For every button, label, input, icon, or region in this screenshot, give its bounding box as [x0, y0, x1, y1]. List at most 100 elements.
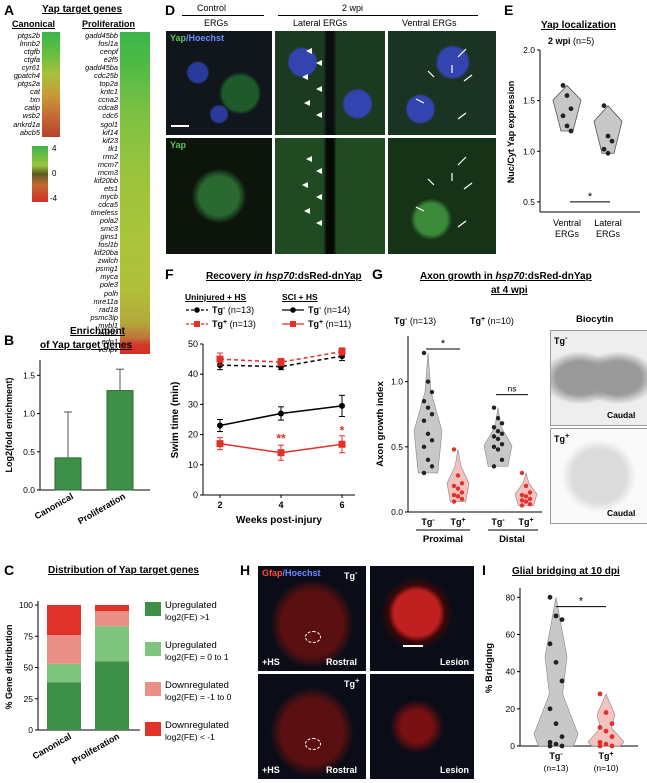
c-bar-segment [95, 626, 129, 662]
f-legend-sup: - [223, 305, 226, 312]
g-x-sup: + [529, 517, 533, 524]
e-xtick-label-2: ERGs [596, 229, 621, 239]
canonical-gene: abcb5 [19, 127, 40, 137]
proliferation-gene: mcm7 [97, 159, 118, 169]
d-arrow [457, 112, 467, 120]
c-legend-swatch [145, 682, 161, 696]
d-wpi: 2 wpi [342, 3, 364, 13]
f-legend-tg: Tg [212, 305, 223, 315]
d-hoechst-text: /Hoechst [186, 33, 225, 43]
g-point [495, 415, 501, 421]
i-point [609, 721, 615, 727]
f-legend-marker [194, 321, 200, 327]
b-ylabel: Log2(fold enrichment) [4, 378, 14, 473]
e-ytick-label: 1.5 [523, 96, 535, 106]
g-point [519, 492, 525, 498]
canonical-gene: gpatch4 [13, 71, 40, 81]
g-x-tg: Tg [421, 517, 432, 527]
g-point [491, 434, 497, 439]
d-arrow [415, 206, 425, 212]
d-arrow [457, 156, 467, 166]
proliferation-gene: myca [100, 272, 118, 282]
i-point [547, 739, 553, 745]
panel-b-title-2: of Yap target genes [40, 340, 133, 351]
h-tg-minus: Tg- [344, 568, 358, 581]
c-bar-segment [95, 605, 129, 612]
panel-h-letter: H [240, 562, 251, 578]
proliferation-heatmap [120, 32, 150, 354]
i-point [553, 659, 559, 665]
b-ytick-label: 1.5 [23, 370, 35, 380]
f-title-italic: in hsp70 [253, 271, 295, 282]
c-legend-sublabel: log2(FE) = 0 to 1 [165, 652, 229, 662]
proliferation-gene: sgol1 [100, 119, 118, 129]
e-point [568, 106, 574, 112]
d-arrow [415, 98, 425, 104]
g-img1-tg: Tg [554, 336, 565, 346]
panel-a-title: Yap target genes [42, 4, 123, 15]
h-canal-1 [305, 631, 321, 643]
d-arrowhead [306, 156, 312, 162]
h-gfap-text: Gfap [262, 568, 283, 578]
d-arrowhead [304, 100, 310, 106]
g-point [491, 444, 497, 450]
f-point [216, 440, 224, 448]
c-legend-item: Upregulated log2(FE) >1 [145, 600, 255, 630]
g-sig-ns: ns [508, 384, 517, 394]
d-arrow [463, 182, 473, 190]
d-control: Control [197, 3, 227, 13]
proliferation-gene: mre11a [93, 296, 118, 306]
canonical-heatmap [42, 32, 60, 137]
g-point [455, 486, 461, 491]
h-lesion-2: Lesion [440, 765, 470, 775]
canonical-gene: catip [24, 103, 40, 113]
g-point [425, 457, 431, 463]
g-img2-tg: Tg [554, 434, 565, 444]
d-arrowhead [302, 74, 308, 80]
f-ytick-label: 10 [188, 460, 198, 470]
f-legend-sup: + [319, 319, 323, 326]
proliferation-gene: timeless [90, 208, 118, 218]
c-bar-segment [47, 605, 81, 635]
canonical-gene: ptgs2a [17, 79, 40, 89]
g-point [421, 418, 427, 423]
d-arrow [457, 48, 467, 58]
e-point [568, 128, 574, 134]
panel-f-title: Recovery in hsp70:dsRed-dnYap [206, 271, 362, 282]
d-arrow [427, 178, 435, 186]
i-ylabel: % Bridging [484, 643, 495, 693]
d-arrowheads [302, 48, 473, 228]
f-point [277, 358, 285, 366]
f-legend-marker [290, 307, 296, 313]
g-point [451, 447, 457, 452]
g-point [523, 494, 529, 499]
g-caudal-2: Caudal [607, 508, 636, 518]
proliferation-gene: e2f5 [103, 55, 118, 65]
g-x-sup: - [432, 517, 435, 524]
proliferation-gene: zwilch [97, 256, 118, 266]
proliferation-gene: smc3 [100, 224, 118, 234]
d-micrograph-lateral-yap [275, 138, 385, 254]
d-label-yap: Yap/Hoechst [170, 33, 224, 43]
canonical-gene-list: ptgs2b lmnb2 ctgfb ctgfa cyr61 gpatch4 ptgs2a c… [4, 31, 40, 137]
c-legend-item: Downregulated log2(FE) = -1 to 0 [145, 680, 255, 710]
d-arrow [463, 74, 473, 82]
i-point [597, 739, 603, 745]
d-arrowhead [306, 48, 312, 54]
g-point [519, 470, 525, 476]
h-rostral-1: Rostral [326, 657, 358, 667]
c-legend-swatch [145, 602, 161, 616]
i-point [597, 691, 603, 697]
f-legend-tg: Tg [308, 305, 319, 315]
h-tg1: Tg [344, 571, 355, 581]
proliferation-gene: gadd45bb [85, 31, 118, 40]
f-point [339, 402, 345, 409]
f-legend-label: Tg- (n=13) [212, 305, 254, 315]
f-point [277, 449, 285, 457]
g-sig: * [441, 338, 446, 350]
i-point [547, 743, 553, 749]
panel-e-chart: 0.5 1.0 1.5 2.0 Nuc/Cyt Yap expression * Ventr… [506, 45, 640, 239]
h-image-tg-minus-lesion [370, 566, 474, 671]
g-group-proximal: Proximal [423, 534, 463, 545]
g-title-suffix: :dsRed-dnYap [524, 271, 592, 282]
